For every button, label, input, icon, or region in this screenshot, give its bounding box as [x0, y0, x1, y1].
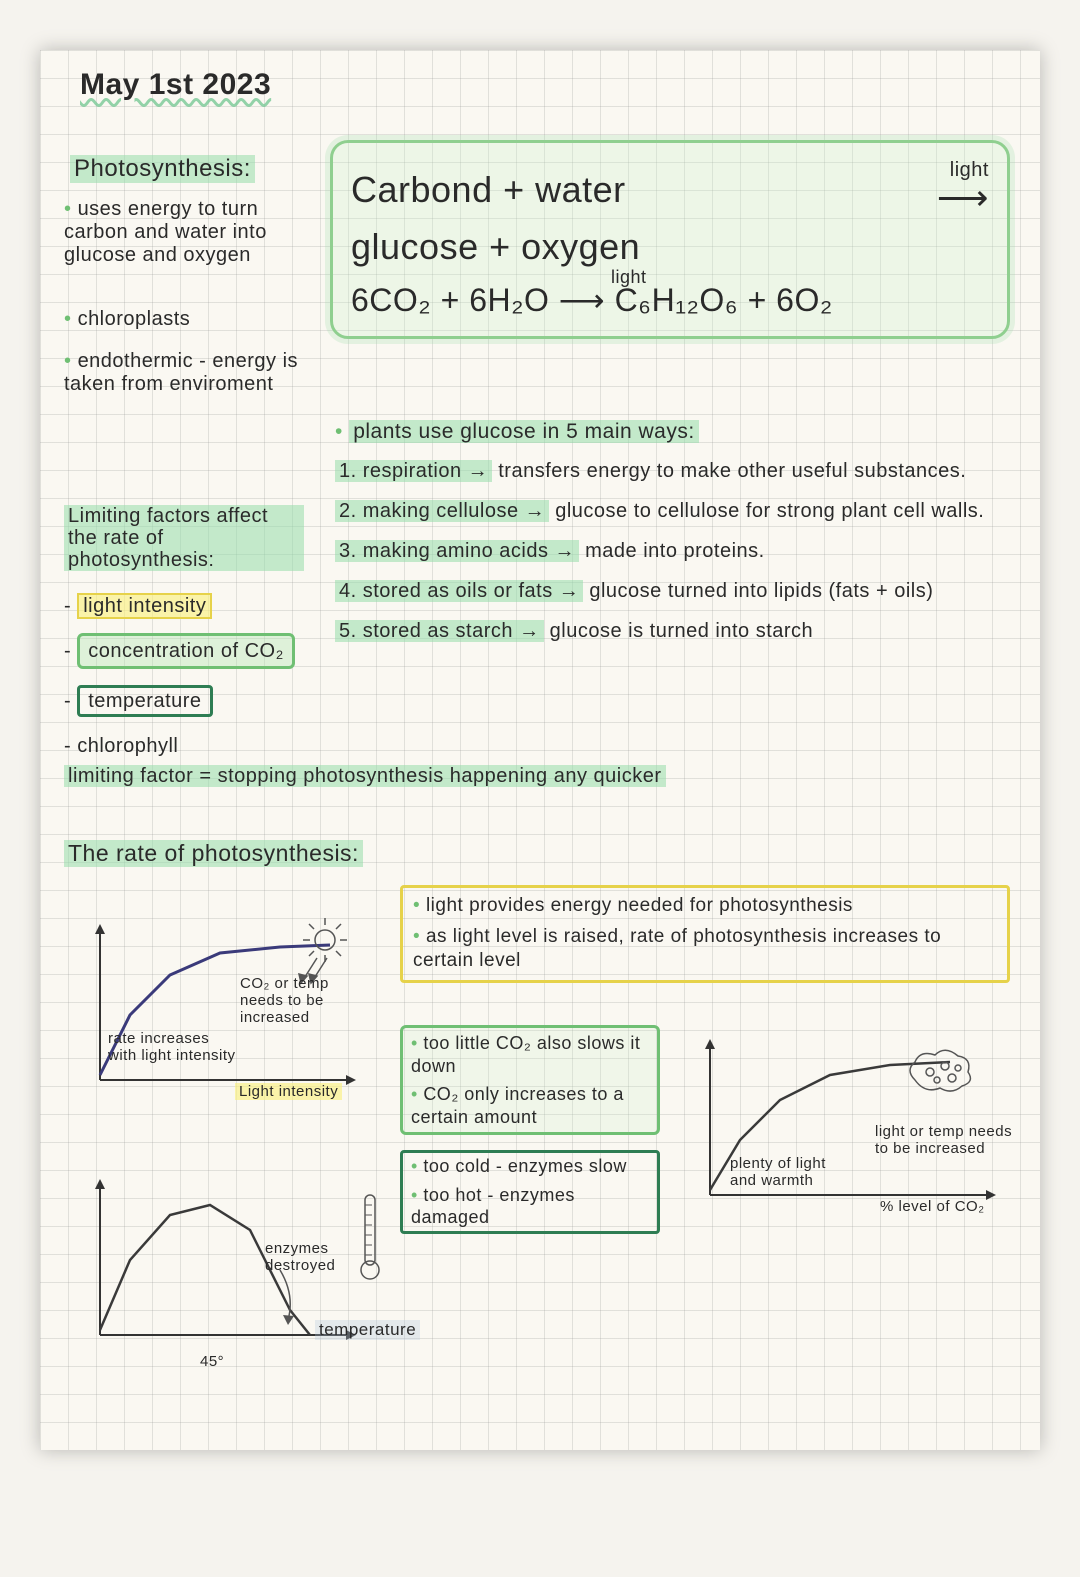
heading-photosynthesis: Photosynthesis: [70, 155, 255, 183]
eq-chem-arrow-label: light [611, 265, 647, 289]
limiting-f1: light intensity [77, 593, 212, 619]
photo-bullet-3: endothermic - energy is taken from envir… [64, 350, 314, 396]
green-p1: too little CO₂ also slows it down [411, 1032, 649, 1077]
use4-desc: glucose turned into lipids (fats + oils) [589, 580, 933, 602]
notebook-page: May 1st 2023 Photosynthesis: uses energy… [40, 50, 1040, 1450]
heading-rate: The rate of photosynthesis: [64, 840, 363, 867]
limiting-f4: chlorophyll [64, 735, 178, 758]
teal-p1: too cold - enzymes slow [411, 1155, 649, 1178]
graph-co2-ann-left: plenty of light and warmth [730, 1155, 850, 1189]
limiting-def: limiting factor = stopping photosynthesi… [64, 765, 784, 788]
use2-title: 2. making cellulose → [335, 500, 549, 522]
photo-bullet-2: chloroplasts [64, 308, 190, 331]
glucose-intro-text: plants use glucose in 5 main ways: [349, 420, 699, 443]
graph-co2: plenty of light and warmth light or temp… [690, 1035, 1030, 1255]
use4-title: 4. stored as oils or fats → [335, 580, 583, 602]
green-box: too little CO₂ also slows it down CO₂ on… [400, 1025, 660, 1135]
eq-word-line1: Carbond + water [351, 166, 626, 215]
heading-limiting: Limiting factors affect the rate of phot… [64, 505, 304, 571]
use3-desc: made into proteins. [585, 540, 765, 562]
graph-temp: enzymes destroyed temperature 45° [70, 1175, 400, 1395]
eq-chem: 6CO₂ + 6H₂O ⟶ C₆H₁₂O₆ + 6O₂ [351, 282, 833, 318]
graph-co2-xlabel: % level of CO₂ [880, 1198, 985, 1215]
limiting-f1-row: light intensity [64, 595, 212, 618]
use5-desc: glucose is turned into starch [550, 620, 814, 642]
use5-title: 5. stored as starch → [335, 620, 544, 642]
limiting-def-text: limiting factor = stopping photosynthesi… [64, 765, 666, 787]
graph-co2-ann-right: light or temp needs to be increased [875, 1123, 1025, 1157]
glucose-intro: plants use glucose in 5 main ways: [335, 420, 699, 444]
graph-temp-ann: enzymes destroyed [265, 1240, 355, 1274]
date: May 1st 2023 [80, 68, 271, 102]
graph-light-xlabel: Light intensity [235, 1083, 342, 1100]
graph-temp-xtick: 45° [200, 1353, 224, 1370]
graph-temp-xlabel: temperature [315, 1320, 420, 1340]
yellow-box: light provides energy needed for photosy… [400, 885, 1010, 983]
graph-light: rate increases with light intensity CO₂ … [70, 920, 390, 1130]
use1-title: 1. respiration → [335, 460, 492, 482]
limiting-f3-row: temperature [64, 690, 213, 713]
limiting-f3: temperature [77, 685, 212, 717]
graph-light-ann-left: rate increases with light intensity [108, 1030, 238, 1064]
graph-light-ann-right: CO₂ or temp needs to be increased [240, 975, 370, 1026]
teal-p2: too hot - enzymes damaged [411, 1184, 649, 1229]
use1-desc: transfers energy to make other useful su… [498, 460, 966, 482]
eq-word-line2: glucose + oxygen [351, 223, 989, 272]
equation-bubble: Carbond + water light ⟶ glucose + oxygen… [330, 140, 1010, 339]
limiting-f2-row: concentration of CO₂ [64, 640, 295, 663]
yellow-p2: as light level is raised, rate of photos… [413, 925, 997, 974]
photo-bullet-1: uses energy to turn carbon and water int… [64, 198, 314, 267]
limiting-f2: concentration of CO₂ [77, 633, 295, 669]
yellow-p1: light provides energy needed for photosy… [413, 894, 997, 919]
teal-box: too cold - enzymes slow too hot - enzyme… [400, 1150, 660, 1234]
green-p2: CO₂ only increases to a certain amount [411, 1083, 649, 1128]
use3-title: 3. making amino acids → [335, 540, 579, 562]
use2-desc: glucose to cellulose for strong plant ce… [555, 500, 984, 522]
glucose-uses-list: 1. respiration → transfers energy to mak… [335, 458, 1025, 644]
